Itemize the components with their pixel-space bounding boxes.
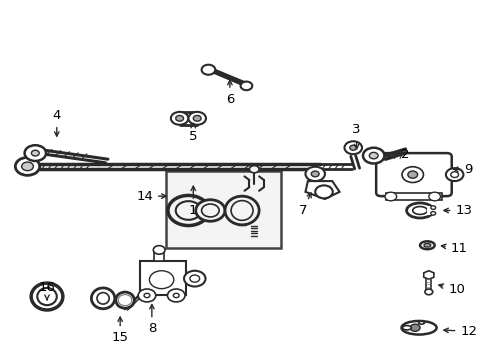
Ellipse shape [402,325,410,330]
Text: 4: 4 [53,109,61,136]
Bar [140,261,185,295]
Circle shape [240,82,252,90]
Ellipse shape [91,288,115,309]
Circle shape [407,171,417,178]
Text: 14: 14 [136,190,166,203]
Circle shape [24,145,46,161]
Ellipse shape [412,207,427,215]
Circle shape [424,289,432,295]
Circle shape [249,166,259,173]
Circle shape [21,162,33,171]
Ellipse shape [224,196,259,225]
Circle shape [195,200,224,221]
Circle shape [188,112,205,125]
Circle shape [201,65,215,75]
Circle shape [305,167,325,181]
Bar [427,206,436,215]
Circle shape [167,195,208,226]
Ellipse shape [121,296,129,304]
Circle shape [31,150,39,156]
Circle shape [450,172,458,177]
Circle shape [183,271,205,287]
Ellipse shape [31,283,63,310]
Bar [154,250,163,261]
Circle shape [189,275,199,282]
Text: 10: 10 [438,283,464,296]
Circle shape [430,212,435,215]
Ellipse shape [401,321,436,334]
Circle shape [344,141,361,154]
Bar [166,171,281,248]
Text: 12: 12 [443,325,476,338]
Circle shape [445,168,463,181]
Circle shape [149,271,173,289]
Circle shape [153,246,164,254]
Text: 5: 5 [189,123,197,144]
Ellipse shape [423,243,430,247]
Circle shape [368,152,377,159]
Text: 7: 7 [298,193,310,217]
Circle shape [428,192,440,201]
Ellipse shape [418,321,424,324]
Text: 3: 3 [352,123,360,149]
Text: 9: 9 [453,163,472,176]
Ellipse shape [406,203,432,218]
Circle shape [401,167,423,183]
Bar [426,277,430,291]
Text: 1: 1 [189,186,197,217]
Ellipse shape [97,293,109,304]
Circle shape [193,116,201,121]
Text: 2: 2 [385,148,409,161]
Ellipse shape [118,294,132,306]
Polygon shape [423,271,433,279]
Ellipse shape [231,201,252,220]
Bar [385,193,441,201]
Text: 8: 8 [147,305,156,335]
Text: 6: 6 [225,80,234,106]
Circle shape [170,112,188,125]
Ellipse shape [121,297,129,304]
Text: 13: 13 [443,204,471,217]
Ellipse shape [116,292,134,308]
Ellipse shape [419,241,434,249]
Text: 16: 16 [39,281,55,300]
Circle shape [384,192,396,201]
Circle shape [362,148,384,163]
Circle shape [311,171,319,177]
FancyBboxPatch shape [375,153,451,196]
Circle shape [175,116,183,121]
Circle shape [144,293,150,298]
Ellipse shape [37,288,57,305]
Circle shape [175,201,201,220]
Circle shape [430,206,435,210]
Circle shape [315,185,332,198]
Circle shape [167,289,184,302]
Polygon shape [305,181,339,199]
Text: 11: 11 [441,242,467,255]
Circle shape [173,293,179,298]
Circle shape [409,324,419,331]
Circle shape [349,145,356,150]
Circle shape [15,157,40,175]
Circle shape [201,204,219,217]
Circle shape [138,289,156,302]
Text: 15: 15 [111,317,128,344]
